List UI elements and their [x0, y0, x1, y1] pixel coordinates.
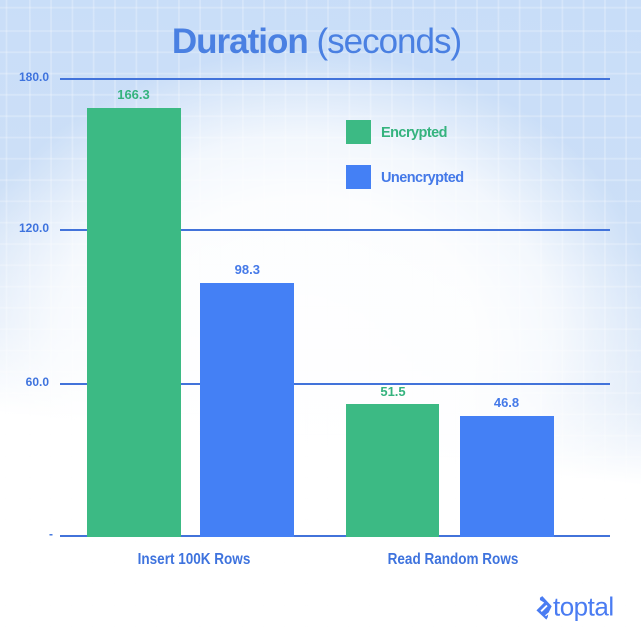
svg-text:toptal: toptal	[553, 594, 614, 622]
